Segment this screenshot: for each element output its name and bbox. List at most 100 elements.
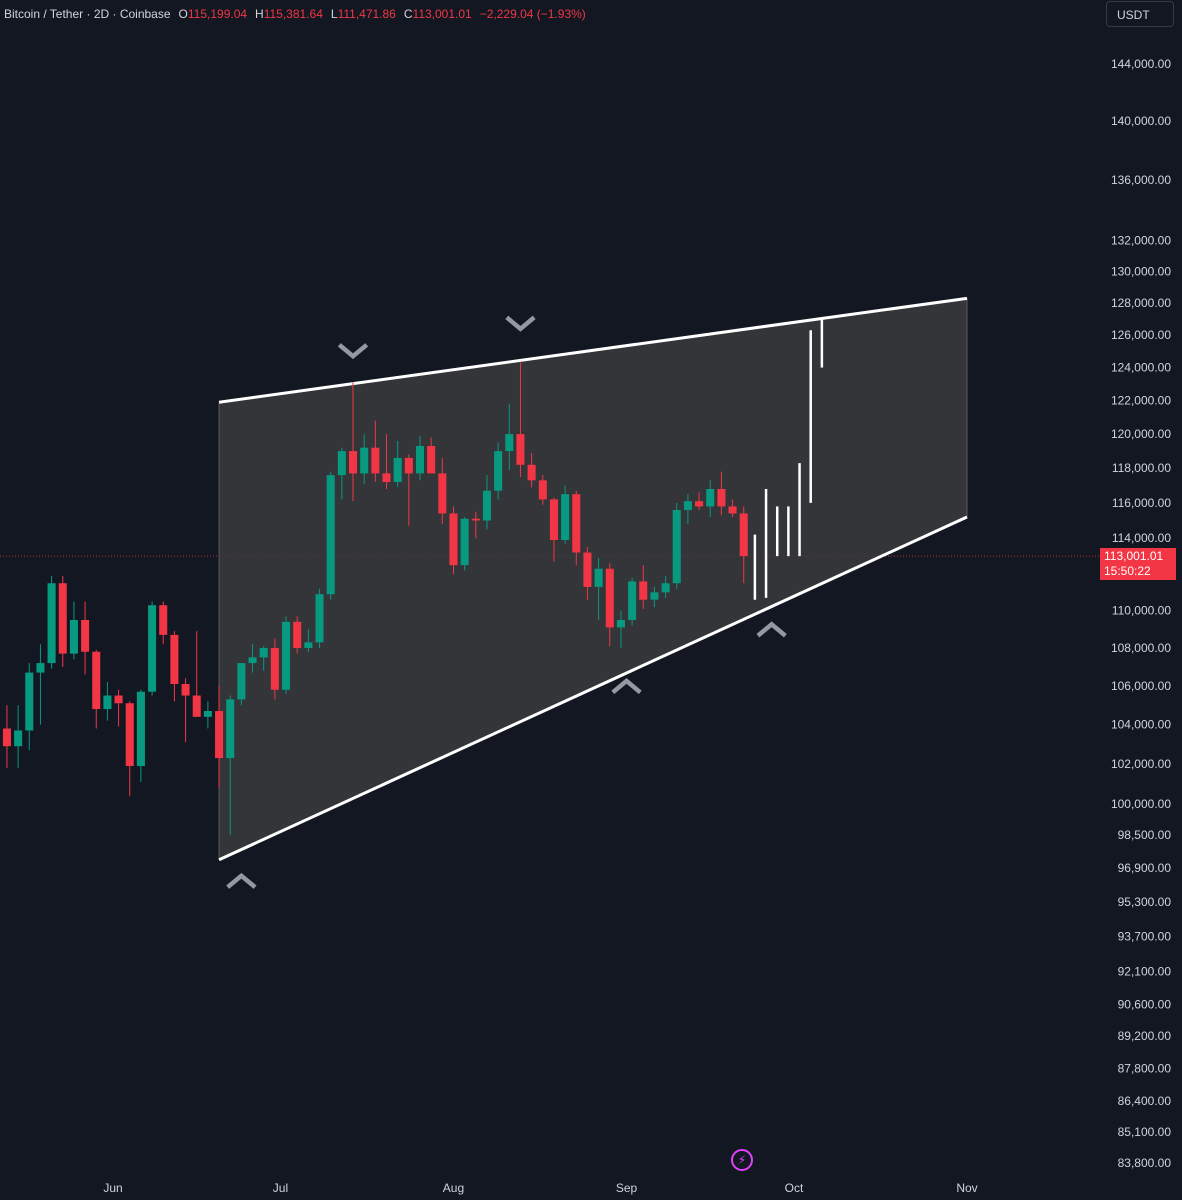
y-tick-label: 92,100.00: [1118, 964, 1172, 978]
candle: [628, 577, 637, 626]
candle-body: [583, 552, 592, 587]
candle: [114, 689, 123, 727]
x-tick-label: Oct: [785, 1181, 804, 1195]
candle: [36, 644, 45, 725]
candle-body: [393, 457, 402, 483]
candle: [237, 663, 246, 706]
candle-body: [516, 434, 525, 465]
candle: [259, 646, 268, 671]
candle-body: [81, 619, 90, 652]
x-tick-label: Jul: [273, 1181, 288, 1195]
y-tick-label: 140,000.00: [1111, 114, 1171, 128]
candle: [460, 516, 469, 571]
currency-button[interactable]: USDT: [1106, 1, 1174, 27]
y-tick-label: 100,000.00: [1111, 797, 1171, 811]
candle-body: [103, 695, 112, 710]
candle-body: [505, 434, 514, 452]
candle: [494, 442, 503, 500]
candle-body: [683, 501, 692, 510]
candle-body: [427, 445, 436, 474]
candle: [282, 616, 291, 694]
channel-upper-line: [218, 296, 968, 404]
x-tick-label: Aug: [443, 1181, 464, 1195]
y-tick-label: 144,000.00: [1111, 57, 1171, 71]
candle: [616, 610, 625, 648]
candle: [136, 689, 145, 783]
lightning-icon[interactable]: ⚡: [731, 1149, 753, 1171]
last-price-label: 113,001.01 15:50:22: [1100, 548, 1176, 580]
candle-body: [237, 663, 246, 700]
symbol-header: Bitcoin / Tether · 2D · Coinbase O115,19…: [4, 6, 590, 22]
candle: [527, 452, 536, 488]
candle-body: [348, 451, 358, 474]
candle-body: [672, 509, 681, 584]
candle-body: [706, 488, 715, 507]
candle: [471, 511, 480, 539]
candle-body: [25, 672, 34, 731]
y-tick-label: 104,000.00: [1111, 718, 1171, 732]
y-tick-label: 132,000.00: [1111, 234, 1171, 248]
candle: [47, 575, 56, 669]
candle: [415, 435, 425, 481]
candle: [516, 362, 525, 477]
candle: [348, 382, 358, 502]
low-label: L: [330, 7, 338, 21]
candle: [382, 434, 391, 489]
candle-body: [739, 513, 748, 557]
candle-body: [159, 605, 168, 635]
close-label: C: [403, 7, 413, 21]
candle: [739, 506, 748, 584]
candle: [192, 631, 201, 717]
candle: [393, 440, 402, 488]
y-tick-label: 108,000.00: [1111, 641, 1171, 655]
candle-body: [136, 691, 145, 767]
candle-body: [594, 568, 603, 587]
candle: [25, 663, 34, 751]
candle: [170, 631, 179, 702]
y-tick-label: 106,000.00: [1111, 679, 1171, 693]
candle: [248, 644, 257, 673]
y-tick-label: 122,000.00: [1111, 394, 1171, 408]
x-tick-label: Nov: [956, 1181, 977, 1195]
candle-body: [650, 592, 659, 600]
candle: [215, 685, 224, 789]
low-value: 111,471.86: [337, 7, 396, 21]
candle: [561, 485, 570, 544]
candle: [538, 475, 547, 505]
candle-body: [661, 583, 670, 593]
candle: [594, 557, 603, 620]
price-axis[interactable]: 144,000.00 140,000.00 136,000.00 132,000.00…: [1111, 57, 1171, 1170]
time-axis[interactable]: Jun Jul Aug Sep Oct Nov: [103, 1181, 977, 1195]
chevron-up-icon: [226, 872, 257, 889]
candle-body: [561, 494, 570, 541]
y-tick-label: 120,000.00: [1111, 427, 1171, 441]
y-tick-label: 126,000.00: [1111, 328, 1171, 342]
candle: [125, 701, 134, 797]
projection-bars: [753, 317, 824, 600]
candle-body: [270, 647, 279, 690]
y-tick-label: 124,000.00: [1111, 361, 1171, 375]
candle: [427, 437, 436, 474]
candle: [226, 695, 235, 835]
y-tick-label: 118,000.00: [1112, 461, 1171, 475]
candle: [371, 420, 380, 483]
symbol-title[interactable]: Bitcoin / Tether · 2D · Coinbase: [4, 7, 171, 21]
candle: [717, 471, 726, 516]
candle: [2, 705, 11, 769]
candle: [148, 601, 157, 696]
candle-body: [415, 445, 425, 474]
candle: [695, 492, 704, 510]
candle-body: [616, 619, 625, 628]
candle: [159, 601, 168, 645]
candle-body: [203, 710, 212, 717]
candle-body: [315, 594, 324, 643]
candle: [69, 601, 78, 660]
candle: [203, 701, 212, 729]
candle-body: [259, 647, 268, 658]
x-tick-label: Jun: [103, 1181, 122, 1195]
candle: [661, 575, 670, 598]
candle-body: [92, 651, 101, 710]
candle-body: [482, 490, 491, 521]
y-tick-label: 95,300.00: [1118, 895, 1172, 909]
